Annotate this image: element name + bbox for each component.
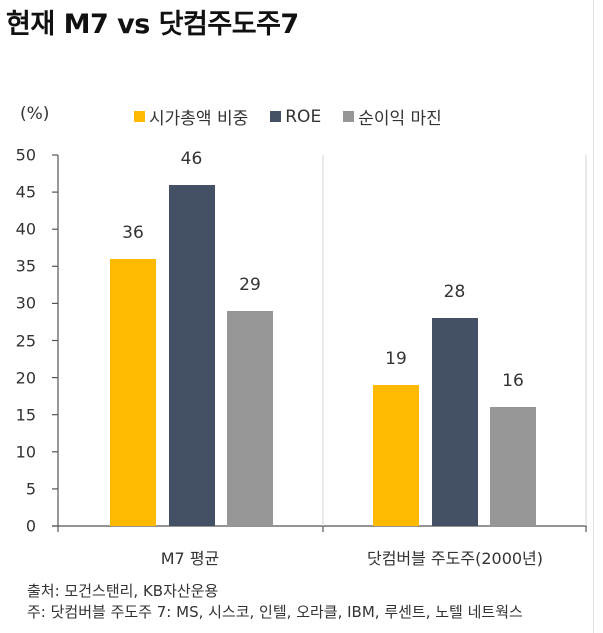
legend-label: 순이익 마진 bbox=[358, 109, 442, 129]
x-category-label-m7: M7 평균 bbox=[160, 549, 220, 568]
y-tick-label: 10 bbox=[15, 442, 36, 462]
footnote: 주: 닷컴버블 주도주 7: MS, 시스코, 인텔, 오라클, IBM, 루센… bbox=[27, 603, 523, 621]
y-tick-label: 40 bbox=[15, 219, 36, 239]
y-tick-label: 15 bbox=[15, 405, 36, 425]
y-tick-label: 50 bbox=[15, 145, 36, 165]
legend: 시가총액 비중 ROE 순이익 마진 bbox=[134, 104, 442, 129]
y-tick-label: 35 bbox=[15, 256, 36, 276]
data-label: 36 bbox=[122, 222, 144, 243]
legend-label: ROE bbox=[285, 106, 322, 127]
legend-label: 시가총액 비중 bbox=[149, 109, 249, 129]
unit-label: (%) bbox=[20, 104, 50, 124]
y-tick-label: 5 bbox=[25, 479, 36, 499]
y-tick-label: 45 bbox=[15, 182, 36, 202]
y-tick-label: 25 bbox=[15, 331, 36, 350]
data-label: 28 bbox=[443, 282, 466, 303]
right-border bbox=[593, 0, 594, 633]
bar bbox=[431, 318, 478, 526]
y-tick-label: 20 bbox=[15, 368, 36, 388]
bar bbox=[168, 184, 215, 526]
legend-item-market-cap: 시가총액 비중 bbox=[134, 104, 248, 129]
legend-item-net-margin: 순이익 마진 bbox=[343, 104, 442, 129]
source-note: 출처: 모건스탠리, KB자산운용 bbox=[27, 582, 219, 600]
bar bbox=[227, 310, 273, 526]
x-category-label-dotcom: 닷컴버블 주도주(2000년) bbox=[366, 549, 544, 568]
chart-title: 현재 M7 vs 닷컴주도주7 bbox=[6, 9, 299, 40]
data-label: 16 bbox=[502, 371, 524, 392]
data-label: 29 bbox=[239, 274, 261, 295]
bar bbox=[373, 385, 419, 526]
data-label: 46 bbox=[180, 148, 203, 169]
legend-swatch-yellow-icon bbox=[134, 111, 145, 122]
bar bbox=[110, 258, 156, 526]
y-tick-label: 0 bbox=[25, 516, 36, 536]
y-tick-label: 30 bbox=[15, 293, 36, 313]
data-label: 19 bbox=[385, 349, 407, 370]
bar bbox=[490, 407, 536, 526]
legend-swatch-navy-icon bbox=[270, 111, 282, 122]
legend-item-roe: ROE bbox=[270, 104, 321, 129]
legend-swatch-gray-icon bbox=[343, 111, 355, 122]
